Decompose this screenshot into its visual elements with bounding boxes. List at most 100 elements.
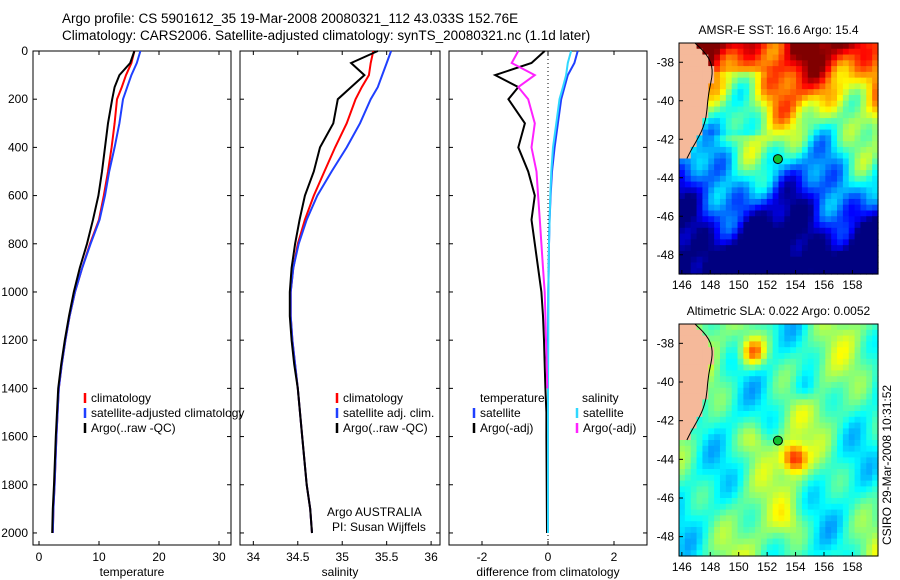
sla-map-cell [825, 509, 832, 516]
sst-map-cell [842, 83, 850, 90]
sla-map-cell [825, 527, 832, 534]
sst-map-cell [825, 175, 832, 183]
sla-map-cell [731, 382, 739, 389]
sla-map-cell [842, 503, 850, 511]
sla-map-cell [842, 451, 850, 458]
sla-map-cell [708, 434, 715, 441]
sla-map-cell [866, 329, 873, 337]
sst-map-cell [778, 198, 785, 206]
sst-map-cell [831, 198, 838, 206]
sla-map-cell [854, 544, 862, 551]
sla-map-cell [790, 492, 797, 499]
sla-map-cell [714, 341, 721, 348]
sst-map-cell [684, 175, 692, 183]
sst-map-cell [790, 210, 797, 217]
sst-map-cell [796, 245, 803, 252]
sla-map-cell [825, 498, 832, 505]
sst-map-cell [690, 181, 698, 188]
sst-map-cell [813, 60, 821, 67]
sst-map-cell [790, 106, 797, 113]
sla-map-cell [731, 457, 739, 464]
sst-map-cell [831, 204, 838, 212]
sla-map-cell [837, 538, 844, 545]
sst-map-cell [696, 54, 704, 61]
sst-map-cell [866, 222, 873, 229]
sla-map-cell [813, 457, 821, 464]
sla-map-cell [837, 550, 844, 557]
sla-map-cell [684, 451, 692, 458]
sla-map-cell [860, 376, 867, 383]
sst-map-cell [860, 43, 867, 50]
sst-map-cell [708, 239, 715, 246]
sla-map-cell [755, 434, 762, 441]
sst-map-cell [778, 268, 785, 275]
sla-map-cell [801, 416, 809, 424]
sla-map-cell [790, 440, 797, 447]
sla-map-cell [837, 353, 844, 360]
sst-map-cell [813, 198, 821, 206]
sst-map-ytick-label: -46 [657, 209, 675, 223]
sla-map-cell [860, 463, 867, 470]
sla-map-cell [784, 451, 791, 458]
sla-map-cell [737, 440, 744, 447]
sst-map-cell [796, 112, 803, 119]
sst-map-cell [790, 141, 797, 148]
sst-map-cell [684, 187, 692, 194]
sst-map-cell [690, 239, 698, 246]
sst-map-cell [831, 135, 838, 142]
sst-map-cell [679, 83, 686, 90]
sst-map-cell [719, 48, 727, 56]
sst-map-cell [825, 187, 832, 194]
sst-map-cell [725, 245, 733, 252]
sst-map-cell [755, 112, 762, 119]
sst-map-cell [801, 54, 809, 61]
sla-map-cell [684, 486, 692, 493]
sla-map-cell [825, 370, 832, 377]
sst-map-cell [825, 43, 832, 50]
sla-map-cell [778, 387, 785, 395]
sst-map-cell [766, 158, 774, 165]
sst-map-cell [801, 227, 809, 235]
sst-map-cell [755, 100, 762, 108]
sla-map-cell [714, 376, 721, 383]
sla-map-cell [696, 532, 704, 540]
sst-map-cell [807, 118, 815, 125]
sst-map-cell [760, 123, 768, 131]
sla-map-cell [784, 411, 791, 418]
sst-map-cell [796, 77, 803, 85]
sla-map-cell [731, 440, 739, 447]
sst-map-cell [790, 118, 797, 125]
sst-map-cell [743, 181, 750, 188]
sla-map-cell [842, 521, 850, 528]
sla-map-cell [872, 376, 879, 383]
sla-map-cell [749, 428, 756, 435]
sla-map-cell [831, 329, 838, 337]
sst-map-cell [819, 71, 826, 79]
sst-map-cell [848, 175, 856, 183]
sst-map-cell [760, 216, 768, 223]
sla-map-cell [760, 440, 768, 447]
sla-map-cell [819, 474, 826, 482]
sla-map-cell [725, 451, 733, 458]
sst-map-cell [790, 135, 797, 142]
sst-map-cell [702, 123, 709, 131]
sst-map-cell [749, 54, 756, 61]
sla-map-cell [725, 324, 733, 331]
sla-map-cell [778, 480, 785, 487]
sst-map-cell [819, 77, 826, 85]
sla-map-cell [837, 329, 844, 337]
sla-map-cell [842, 457, 850, 464]
sst-map-cell [801, 94, 809, 102]
sst-map-cell [731, 164, 739, 171]
sst-map-cell [731, 262, 739, 269]
sst-map-cell [790, 158, 797, 165]
sla-map-cell [766, 544, 774, 551]
sst-map-cell [708, 245, 715, 252]
sst-map-cell [831, 164, 838, 171]
sla-map-cell [679, 457, 686, 464]
sla-map-cell [755, 393, 762, 400]
sst-map-cell [872, 71, 879, 79]
sst-map-cell [866, 54, 873, 61]
sla-map-coastline [686, 323, 713, 441]
sst-map-cell [737, 60, 744, 67]
